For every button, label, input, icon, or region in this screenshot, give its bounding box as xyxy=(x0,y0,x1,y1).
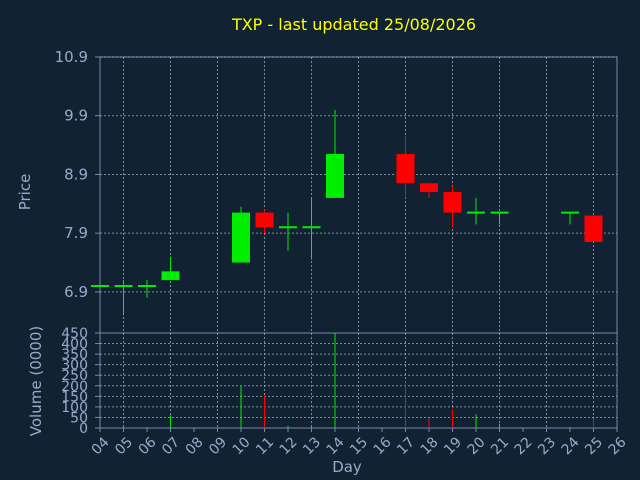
x-tick-label: 23 xyxy=(535,434,559,458)
x-tick-label: 09 xyxy=(206,434,230,458)
x-tick-label: 17 xyxy=(394,434,418,458)
candle-body xyxy=(396,153,415,184)
x-axis-ticks: 04 05 06 07 08 09 10 11 12 13 14 15 16 17 18 19 20 21 22 23… xyxy=(89,428,630,458)
volume-tick-label: 200 xyxy=(61,379,88,395)
volume-tick-label: 0 xyxy=(79,421,88,437)
volume-tick-label: 100 xyxy=(61,400,88,416)
x-tick-label: 19 xyxy=(441,434,465,458)
candle-body xyxy=(232,212,250,263)
price-tick-label: 8.9 xyxy=(64,165,88,183)
chart-title: TXP - last updated 25/08/2026 xyxy=(231,15,476,34)
candle-body xyxy=(326,153,344,198)
x-tick-label: 20 xyxy=(465,434,489,458)
candle-body xyxy=(443,192,462,213)
candle-body xyxy=(161,271,180,281)
x-tick-label: 04 xyxy=(89,434,113,458)
x-tick-label: 22 xyxy=(512,434,536,458)
volume-tick-label: 150 xyxy=(61,389,88,405)
x-tick-label: 24 xyxy=(559,434,583,458)
volume-tick-label: 50 xyxy=(70,410,88,426)
volume-tick-label: 400 xyxy=(61,337,88,353)
candle-body xyxy=(255,212,274,228)
x-tick-label: 16 xyxy=(371,434,395,458)
x-tick-label: 07 xyxy=(159,434,183,458)
volume-tick-label: 250 xyxy=(61,368,88,384)
x-tick-label: 13 xyxy=(300,434,324,458)
price-tick-label: 6.9 xyxy=(64,283,88,301)
x-tick-label: 12 xyxy=(277,434,301,458)
x-tick-label: 26 xyxy=(606,434,630,458)
price-tick-label: 9.9 xyxy=(64,107,88,125)
volume-tick-label: 350 xyxy=(61,347,88,363)
candle-body xyxy=(420,183,438,193)
volume-tick-label: 450 xyxy=(61,326,88,342)
x-axis-label: Day xyxy=(332,458,362,476)
x-tick-label: 14 xyxy=(324,434,348,458)
x-tick-label: 21 xyxy=(488,434,512,458)
candle-body xyxy=(584,215,603,242)
price-tick-label: 10.9 xyxy=(55,48,88,66)
x-tick-label: 05 xyxy=(112,434,136,458)
x-tick-label: 25 xyxy=(582,434,606,458)
x-tick-label: 15 xyxy=(347,434,371,458)
volume-tick-label: 300 xyxy=(61,358,88,374)
price-panel: 6.9 7.9 8.9 9.9 10.9 xyxy=(55,48,618,334)
x-tick-label: 18 xyxy=(418,434,442,458)
volume-axis-label: Volume (0000) xyxy=(27,326,45,436)
price-tick-label: 7.9 xyxy=(64,224,88,242)
price-axis-label: Price xyxy=(16,174,34,211)
x-tick-label: 08 xyxy=(183,434,207,458)
x-tick-label: 10 xyxy=(230,434,254,458)
x-tick-label: 06 xyxy=(136,434,160,458)
x-tick-label: 11 xyxy=(253,434,277,458)
